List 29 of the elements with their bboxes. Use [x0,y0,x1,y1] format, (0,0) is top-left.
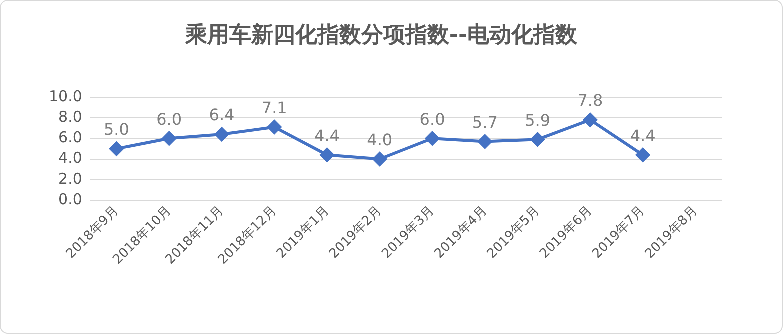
data-label: 6.0 [420,110,446,129]
data-label: 6.4 [209,106,235,125]
y-tick-label: 10.0 [48,87,82,106]
data-label: 4.0 [367,130,393,150]
point [478,134,492,149]
data-label: 7.8 [578,91,604,110]
data-label: 5.9 [525,110,551,130]
point [320,148,334,162]
point [583,113,598,128]
y-tick-label: 6.0 [58,128,82,147]
point [110,142,124,156]
data-label: 5.0 [104,120,130,140]
data-label: 4.4 [630,126,656,146]
point [530,132,545,147]
y-tick-label: 8.0 [58,108,82,126]
chart-title: 乘用车新四化指数分项指数--电动化指数 [184,22,579,48]
point [372,152,387,166]
point [214,128,229,142]
y-tick-label: 0.0 [58,190,82,208]
point [636,148,650,162]
data-label: 6.0 [156,110,182,129]
data-label: 4.4 [314,126,340,146]
y-tick-label: 2.0 [58,170,82,188]
point [426,132,440,146]
point [162,132,176,146]
y-tick-label: 4.0 [58,149,82,168]
data-label: 7.1 [262,98,288,118]
data-label: 5.7 [472,112,498,132]
point [268,120,282,134]
